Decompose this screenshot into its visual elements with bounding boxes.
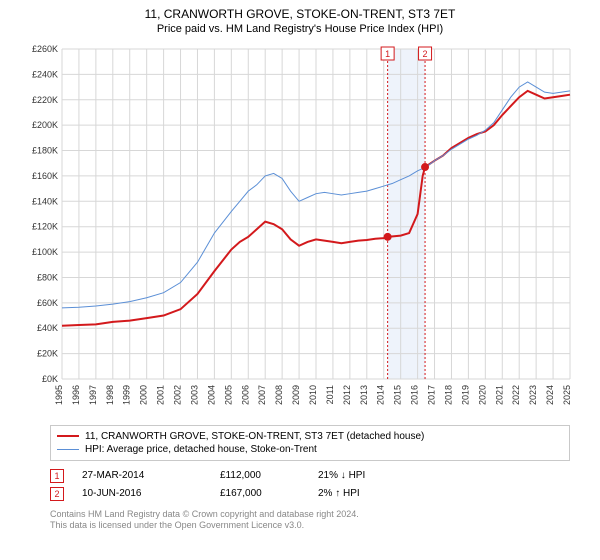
y-tick-label: £20K bbox=[37, 348, 58, 358]
x-tick-label: 2002 bbox=[173, 385, 183, 405]
x-tick-label: 2004 bbox=[206, 385, 216, 405]
y-tick-label: £60K bbox=[37, 298, 58, 308]
sale-date: 27-MAR-2014 bbox=[82, 470, 202, 481]
sale-price: £167,000 bbox=[220, 488, 300, 499]
chart-subtitle: Price paid vs. HM Land Registry's House … bbox=[0, 23, 600, 39]
x-tick-label: 2013 bbox=[359, 385, 369, 405]
sales-row: 1 27-MAR-2014 £112,000 21% ↓ HPI bbox=[50, 467, 570, 485]
x-tick-label: 2021 bbox=[494, 385, 504, 405]
y-tick-label: £260K bbox=[32, 44, 58, 54]
highlight-band bbox=[388, 49, 425, 379]
legend-row: HPI: Average price, detached house, Stok… bbox=[57, 443, 563, 456]
sales-table: 1 27-MAR-2014 £112,000 21% ↓ HPI 2 10-JUN-201… bbox=[50, 467, 570, 503]
x-tick-label: 2014 bbox=[376, 385, 386, 405]
x-tick-label: 2001 bbox=[156, 385, 166, 405]
sale-marker-number: 1 bbox=[385, 49, 390, 59]
y-tick-label: £80K bbox=[37, 272, 58, 282]
legend-swatch bbox=[57, 449, 79, 450]
y-tick-label: £200K bbox=[32, 120, 58, 130]
legend: 11, CRANWORTH GROVE, STOKE-ON-TRENT, ST3… bbox=[50, 425, 570, 461]
legend-row: 11, CRANWORTH GROVE, STOKE-ON-TRENT, ST3… bbox=[57, 430, 563, 443]
x-tick-label: 2019 bbox=[460, 385, 470, 405]
chart-svg: £0K £20K £40K £60K £80K £100K £120K £140K £160K £… bbox=[20, 39, 580, 419]
x-tick-label: 2025 bbox=[562, 385, 572, 405]
sale-diff: 2% ↑ HPI bbox=[318, 488, 428, 499]
sale-diff: 21% ↓ HPI bbox=[318, 470, 428, 481]
x-tick-label: 2007 bbox=[257, 385, 267, 405]
legend-label: HPI: Average price, detached house, Stok… bbox=[85, 444, 317, 455]
x-tick-label: 2023 bbox=[528, 385, 538, 405]
x-tick-label: 2016 bbox=[410, 385, 420, 405]
x-tick-label: 2009 bbox=[291, 385, 301, 405]
x-tick-label: 2022 bbox=[511, 385, 521, 405]
x-tick-label: 2010 bbox=[308, 385, 318, 405]
legend-label: 11, CRANWORTH GROVE, STOKE-ON-TRENT, ST3… bbox=[85, 431, 424, 442]
y-tick-label: £240K bbox=[32, 69, 58, 79]
sale-marker-number: 2 bbox=[423, 49, 428, 59]
sale-date: 10-JUN-2016 bbox=[82, 488, 202, 499]
x-tick-label: 2012 bbox=[342, 385, 352, 405]
y-tick-label: £220K bbox=[32, 95, 58, 105]
attribution: Contains HM Land Registry data © Crown c… bbox=[50, 509, 570, 532]
x-tick-label: 1998 bbox=[105, 385, 115, 405]
x-tick-label: 2011 bbox=[325, 385, 335, 404]
sale-marker-cell: 1 bbox=[50, 469, 64, 483]
x-tick-label: 1999 bbox=[122, 385, 132, 405]
sale-price: £112,000 bbox=[220, 470, 300, 481]
sales-row: 2 10-JUN-2016 £167,000 2% ↑ HPI bbox=[50, 485, 570, 503]
x-tick-label: 2018 bbox=[443, 385, 453, 405]
x-tick-label: 1997 bbox=[88, 385, 98, 405]
x-tick-label: 1996 bbox=[71, 385, 81, 405]
chart-title: 11, CRANWORTH GROVE, STOKE-ON-TRENT, ST3… bbox=[0, 0, 600, 23]
x-tick-label: 2003 bbox=[189, 385, 199, 405]
y-tick-label: £100K bbox=[32, 247, 58, 257]
y-tick-label: £140K bbox=[32, 196, 58, 206]
attribution-line2: This data is licensed under the Open Gov… bbox=[50, 520, 570, 532]
y-tick-label: £0K bbox=[42, 374, 58, 384]
x-tick-label: 2008 bbox=[274, 385, 284, 405]
y-tick-label: £120K bbox=[32, 221, 58, 231]
x-tick-label: 1995 bbox=[54, 385, 64, 405]
sale-marker-cell: 2 bbox=[50, 487, 64, 501]
x-tick-label: 2024 bbox=[545, 385, 555, 405]
x-tick-label: 2006 bbox=[240, 385, 250, 405]
legend-swatch bbox=[57, 435, 79, 437]
y-tick-label: £160K bbox=[32, 171, 58, 181]
attribution-line1: Contains HM Land Registry data © Crown c… bbox=[50, 509, 570, 521]
y-tick-label: £40K bbox=[37, 323, 58, 333]
x-tick-label: 2000 bbox=[139, 385, 149, 405]
y-tick-label: £180K bbox=[32, 145, 58, 155]
x-tick-label: 2005 bbox=[223, 385, 233, 405]
sale-point bbox=[421, 163, 429, 171]
x-tick-label: 2020 bbox=[477, 385, 487, 405]
x-tick-label: 2017 bbox=[427, 385, 437, 405]
sale-point bbox=[384, 233, 392, 241]
x-tick-label: 2015 bbox=[393, 385, 403, 405]
chart-area: £0K £20K £40K £60K £80K £100K £120K £140K £160K £… bbox=[20, 39, 580, 419]
